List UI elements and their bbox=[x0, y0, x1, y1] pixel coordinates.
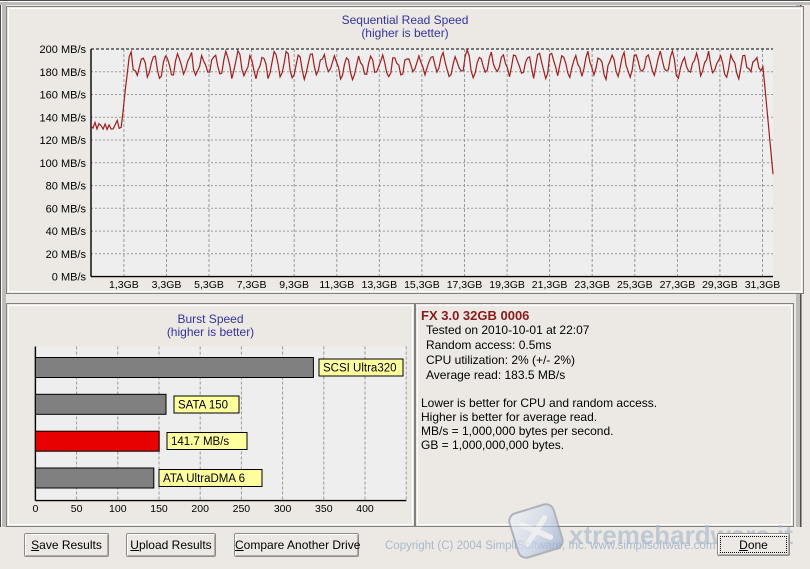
svg-text:15,3GB: 15,3GB bbox=[404, 279, 440, 291]
svg-text:400: 400 bbox=[356, 503, 374, 515]
svg-text:9,3GB: 9,3GB bbox=[279, 279, 309, 291]
svg-text:SCSI Ultra320: SCSI Ultra320 bbox=[323, 363, 397, 375]
svg-text:1,3GB: 1,3GB bbox=[109, 279, 139, 291]
svg-text:20 MB/s: 20 MB/s bbox=[46, 249, 87, 261]
svg-text:250: 250 bbox=[233, 503, 251, 515]
svg-text:150: 150 bbox=[150, 503, 168, 515]
svg-text:0: 0 bbox=[32, 503, 38, 515]
svg-text:11,3GB: 11,3GB bbox=[319, 279, 354, 291]
svg-text:100: 100 bbox=[109, 503, 127, 515]
svg-text:17,3GB: 17,3GB bbox=[447, 279, 483, 291]
svg-text:40 MB/s: 40 MB/s bbox=[46, 226, 87, 238]
svg-text:27,3GB: 27,3GB bbox=[660, 279, 696, 291]
svg-text:3,3GB: 3,3GB bbox=[152, 279, 182, 291]
svg-text:180 MB/s: 180 MB/s bbox=[40, 67, 87, 79]
svg-text:5,3GB: 5,3GB bbox=[194, 279, 224, 291]
svg-text:31,3GB: 31,3GB bbox=[745, 279, 781, 291]
svg-text:25,3GB: 25,3GB bbox=[617, 279, 653, 291]
svg-text:100 MB/s: 100 MB/s bbox=[40, 158, 87, 170]
svg-text:0 MB/s: 0 MB/s bbox=[52, 272, 87, 284]
svg-text:140 MB/s: 140 MB/s bbox=[40, 112, 87, 124]
svg-text:7,3GB: 7,3GB bbox=[237, 279, 267, 291]
svg-text:60 MB/s: 60 MB/s bbox=[46, 203, 87, 215]
svg-text:13,3GB: 13,3GB bbox=[361, 279, 397, 291]
svg-text:29,3GB: 29,3GB bbox=[702, 279, 738, 291]
svg-text:80 MB/s: 80 MB/s bbox=[46, 181, 87, 193]
svg-text:21,3GB: 21,3GB bbox=[532, 279, 568, 291]
svg-text:50: 50 bbox=[71, 503, 83, 515]
svg-text:19,3GB: 19,3GB bbox=[489, 279, 525, 291]
svg-text:200: 200 bbox=[191, 503, 209, 515]
svg-text:350: 350 bbox=[315, 503, 333, 515]
svg-text:200 MB/s: 200 MB/s bbox=[40, 44, 87, 56]
svg-text:141.7 MB/s: 141.7 MB/s bbox=[171, 436, 229, 448]
svg-text:ATA UltraDMA 6: ATA UltraDMA 6 bbox=[163, 473, 245, 485]
svg-text:300: 300 bbox=[274, 503, 292, 515]
svg-text:SATA 150: SATA 150 bbox=[178, 400, 228, 412]
svg-text:120 MB/s: 120 MB/s bbox=[40, 135, 87, 147]
svg-text:160 MB/s: 160 MB/s bbox=[40, 90, 87, 102]
svg-text:23,3GB: 23,3GB bbox=[574, 279, 610, 291]
